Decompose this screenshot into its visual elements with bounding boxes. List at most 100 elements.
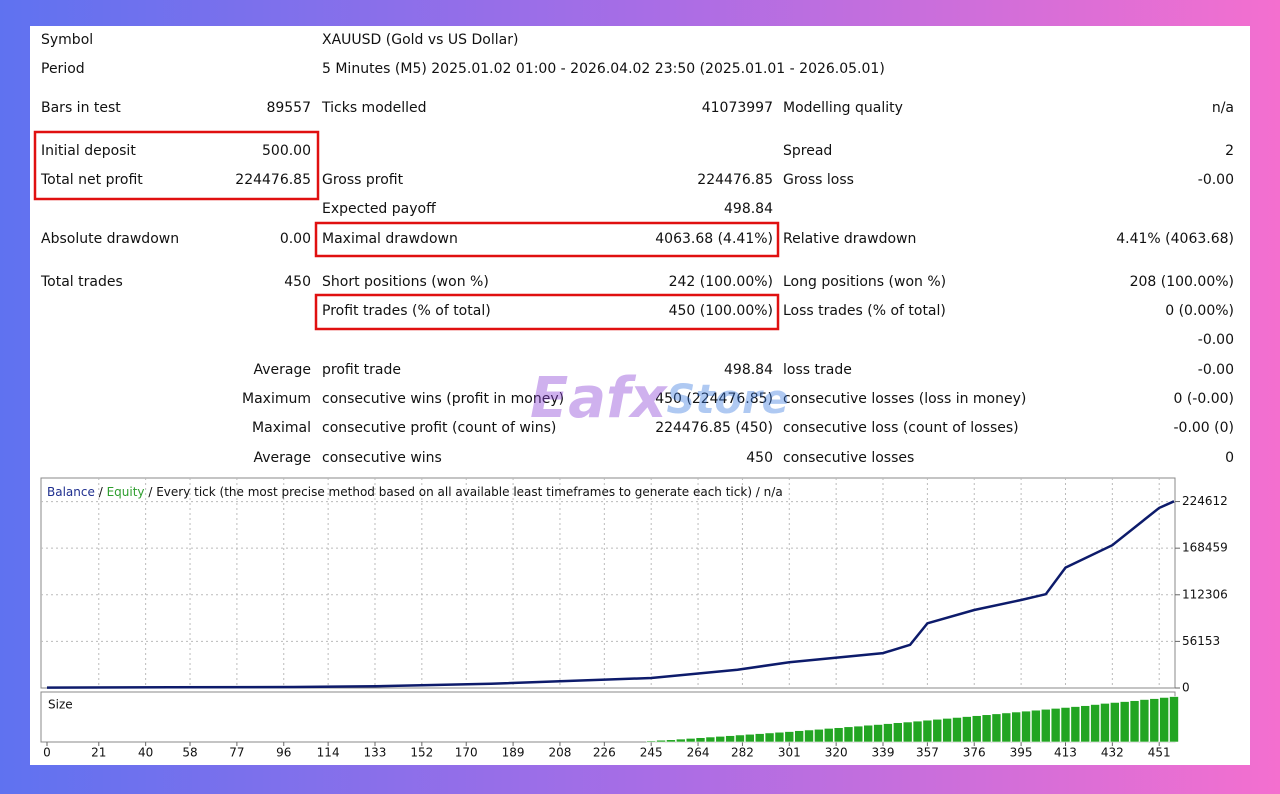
field-label: loss trade: [783, 362, 852, 378]
highlight-box: [314, 293, 780, 331]
field-value: 89557: [266, 100, 311, 116]
size-bar: [942, 718, 952, 743]
field-value: 208 (100.00%): [1130, 274, 1234, 290]
field-value: 4.41% (4063.68): [1116, 231, 1234, 247]
field-value: -0.00 (0): [1173, 420, 1234, 436]
field-label: Long positions (won %): [783, 274, 946, 290]
size-bar: [764, 732, 775, 743]
size-bar: [883, 723, 893, 743]
field-label: Short positions (won %): [322, 274, 489, 290]
field-label: Maximal: [252, 420, 311, 436]
size-bar: [784, 731, 795, 743]
highlight-box: [33, 130, 320, 201]
field-value: 41073997: [702, 100, 773, 116]
x-tick-label: 413: [1054, 746, 1077, 760]
chart-legend: Balance / Equity / Every tick (the most …: [47, 485, 783, 499]
field-label: Average: [254, 450, 312, 466]
field-label: consecutive wins (profit in money): [322, 391, 564, 407]
x-tick-label: 96: [276, 746, 291, 760]
x-tick-label: 152: [410, 746, 433, 760]
field-value: 498.84: [724, 201, 773, 217]
y-tick-label: 168459: [1182, 541, 1228, 555]
field-label: Profit trades (% of total): [322, 303, 491, 319]
size-bar: [725, 735, 735, 743]
field-label: Modelling quality: [783, 100, 903, 116]
field-value: 224476.85 (450): [655, 420, 773, 436]
field-value: 450 (224476.85): [655, 391, 773, 407]
size-bar: [695, 737, 706, 743]
size-label: Size: [48, 698, 73, 712]
field-value: -0.00: [1198, 172, 1234, 188]
size-bar: [814, 728, 824, 743]
field-label: consecutive losses: [783, 450, 914, 466]
x-tick-label: 451: [1148, 746, 1171, 760]
field-label: Average: [254, 362, 312, 378]
size-bar: [952, 717, 962, 743]
size-bar: [1050, 708, 1061, 743]
size-bar: [656, 739, 666, 743]
size-bar: [804, 729, 814, 743]
field-value: 0.00: [280, 231, 311, 247]
chart-description: / Every tick (the most precise method ba…: [148, 485, 782, 499]
size-bar: [1149, 698, 1160, 743]
size-bar: [754, 733, 765, 743]
field-label: Relative drawdown: [783, 231, 916, 247]
size-bar: [646, 740, 656, 743]
size-bar: [843, 726, 854, 743]
field-value: 498.84: [724, 362, 773, 378]
x-tick-label: 282: [731, 746, 754, 760]
y-tick-label: 224612: [1182, 494, 1228, 508]
field-label: Symbol: [41, 32, 93, 48]
size-bar: [1090, 704, 1100, 743]
field-label: profit trade: [322, 362, 401, 378]
size-bar: [774, 731, 785, 743]
field-value: 224476.85: [235, 172, 311, 188]
field-label: consecutive losses (loss in money): [783, 391, 1026, 407]
watermark: EafxStore: [530, 366, 789, 431]
size-bar: [1060, 707, 1071, 743]
size-bar: [1100, 703, 1110, 743]
size-bar: [675, 738, 686, 743]
field-label: Maximum: [242, 391, 311, 407]
size-bar: [1159, 697, 1169, 743]
x-tick-label: 0: [43, 746, 51, 760]
x-tick-label: 301: [778, 746, 801, 760]
size-bar: [1119, 701, 1130, 743]
x-tick-label: 376: [963, 746, 986, 760]
size-bar: [932, 718, 943, 743]
field-label: Total net profit: [40, 172, 143, 188]
field-value: 0: [1225, 450, 1234, 466]
x-tick-label: 395: [1010, 746, 1033, 760]
legend-separator: /: [99, 485, 104, 499]
field-label: Total trades: [40, 274, 123, 290]
y-tick-label: 56153: [1182, 634, 1220, 648]
field-label: consecutive wins: [322, 450, 442, 466]
x-tick-label: 208: [548, 746, 571, 760]
y-tick-label: 112306: [1182, 587, 1228, 601]
field-label: Absolute drawdown: [41, 231, 179, 247]
field-value: 450: [284, 274, 311, 290]
size-bar: [1031, 709, 1041, 743]
x-tick-label: 245: [640, 746, 663, 760]
size-bar: [892, 722, 903, 743]
field-value: 0 (-0.00): [1173, 391, 1234, 407]
size-bar: [1021, 710, 1031, 743]
field-label: Gross loss: [783, 172, 854, 188]
x-tick-label: 58: [182, 746, 197, 760]
size-bar: [1110, 702, 1120, 743]
size-bar: [991, 713, 1002, 743]
field-value: n/a: [1212, 100, 1234, 116]
size-bar: [833, 727, 844, 743]
x-tick-label: 114: [317, 746, 340, 760]
field-label: Gross profit: [322, 172, 404, 188]
field-label: consecutive profit (count of wins): [322, 420, 556, 436]
field-value: 0 (0.00%): [1165, 303, 1234, 319]
field-label: consecutive loss (count of losses): [783, 420, 1019, 436]
field-value: 242 (100.00%): [669, 274, 773, 290]
size-bar: [1139, 699, 1150, 743]
size-bar: [981, 714, 992, 743]
size-bar: [873, 724, 883, 743]
size-bar: [705, 736, 716, 743]
y-tick-label: 0: [1182, 681, 1190, 695]
size-bar: [1129, 700, 1140, 743]
